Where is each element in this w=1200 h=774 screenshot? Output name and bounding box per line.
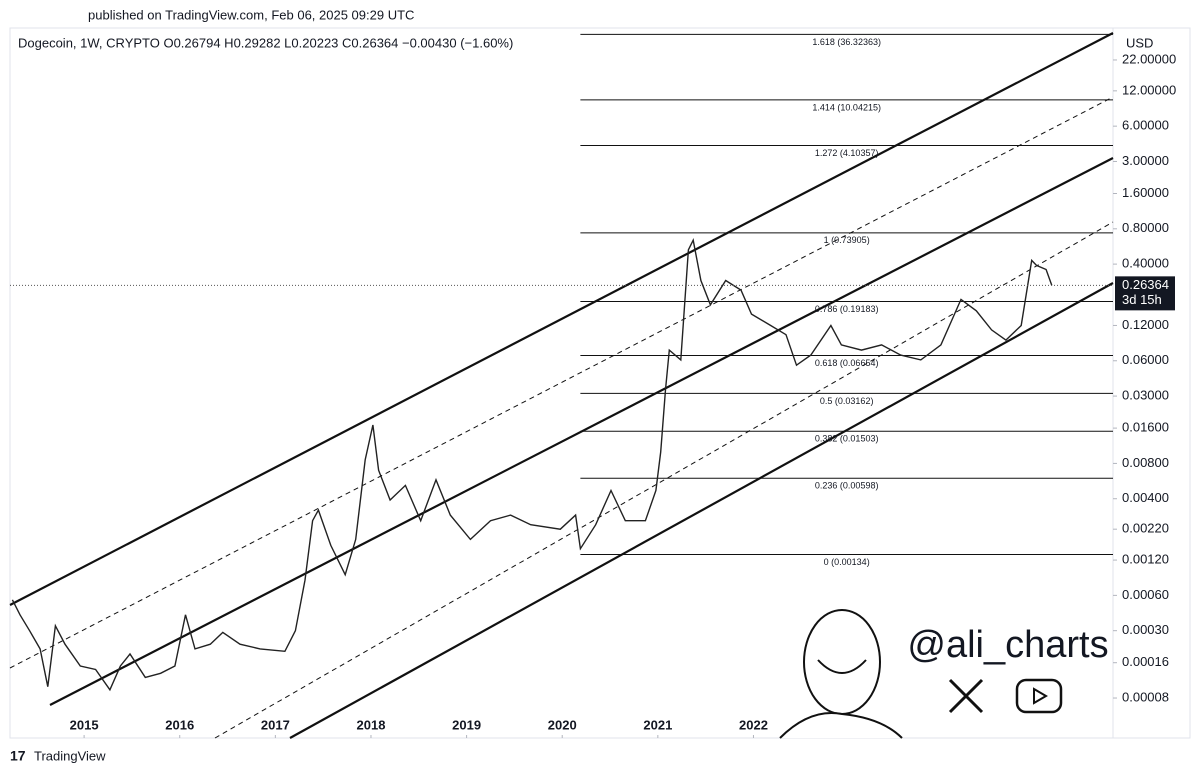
fib-label: 0.382 (0.01503) <box>815 434 879 444</box>
y-tick-label: 0.00400 <box>1122 490 1169 505</box>
x-tick-label: 2017 <box>261 717 290 732</box>
fib-label: 0.236 (0.00598) <box>815 481 879 491</box>
price-line <box>11 238 1053 692</box>
channel-dash-upper <box>9 96 1114 669</box>
x-tick-label: 2020 <box>548 717 577 732</box>
fib-label: 1.618 (36.32363) <box>812 37 881 47</box>
y-tick-label: 6.00000 <box>1122 118 1169 133</box>
y-tick-label: 22.00000 <box>1122 51 1176 66</box>
y-tick-label: 0.00120 <box>1122 551 1169 566</box>
x-tick-label: 2018 <box>357 717 386 732</box>
y-tick-label: 0.00016 <box>1122 654 1169 669</box>
fib-label: 0.618 (0.06654) <box>815 358 879 368</box>
y-tick-label: 0.00030 <box>1122 622 1169 637</box>
y-tick-label: 0.40000 <box>1122 256 1169 271</box>
fib-label: 0.786 (0.19183) <box>815 304 879 314</box>
y-tick-label: 0.06000 <box>1122 352 1169 367</box>
symbol-legend: Dogecoin, 1W, CRYPTO O0.26794 H0.29282 L… <box>18 35 513 50</box>
y-tick-label: 0.03000 <box>1122 388 1169 403</box>
y-tick-label: 0.01600 <box>1122 420 1169 435</box>
footer-logo: 17 <box>10 748 26 764</box>
x-tick-label: 2016 <box>165 717 194 732</box>
y-tick-label: 0.00800 <box>1122 455 1169 470</box>
channel-dash-lower <box>214 221 1114 739</box>
channel-bottom <box>289 282 1114 739</box>
fib-label: 0.5 (0.03162) <box>820 396 874 406</box>
y-tick-label: 1.60000 <box>1122 185 1169 200</box>
x-tick-label: 2015 <box>70 717 99 732</box>
y-tick-label: 0.00060 <box>1122 587 1169 602</box>
countdown: 3d 15h <box>1122 292 1162 307</box>
handle: @ali_charts <box>907 624 1108 666</box>
footer-brand: TradingView <box>34 748 106 763</box>
youtube-play <box>1033 687 1048 705</box>
channel-top <box>9 32 1114 606</box>
watermark: @ali_charts <box>779 609 1109 739</box>
chart-frame <box>9 27 1191 739</box>
published-note: published on TradingView.com, Feb 06, 20… <box>88 7 414 22</box>
x-tick-label: 2021 <box>643 717 672 732</box>
y-tick-label: 12.00000 <box>1122 82 1176 97</box>
y-tick-label: 0.80000 <box>1122 220 1169 235</box>
last-price-tag <box>1115 276 1175 311</box>
y-tick-label: 3.00000 <box>1122 153 1169 168</box>
y-tick-label: 0.00008 <box>1122 689 1169 704</box>
fib-label: 1.272 (4.10357) <box>815 148 879 158</box>
fib-label: 1 (0.73905) <box>824 235 870 245</box>
fib-label: 0 (0.00134) <box>824 557 870 567</box>
y-tick-label: 0.00220 <box>1122 521 1169 536</box>
face <box>803 609 881 715</box>
x-icon <box>948 678 984 714</box>
face-smile <box>817 659 867 674</box>
face-neck <box>779 712 903 739</box>
youtube-icon <box>1015 678 1063 714</box>
last-price-label: 0.26364 <box>1122 277 1169 292</box>
fib-label: 1.414 (10.04215) <box>812 102 881 112</box>
currency: USD <box>1126 35 1153 50</box>
x-tick-label: 2019 <box>452 717 481 732</box>
y-tick-label: 0.12000 <box>1122 317 1169 332</box>
x-tick-label: 2022 <box>739 717 768 732</box>
